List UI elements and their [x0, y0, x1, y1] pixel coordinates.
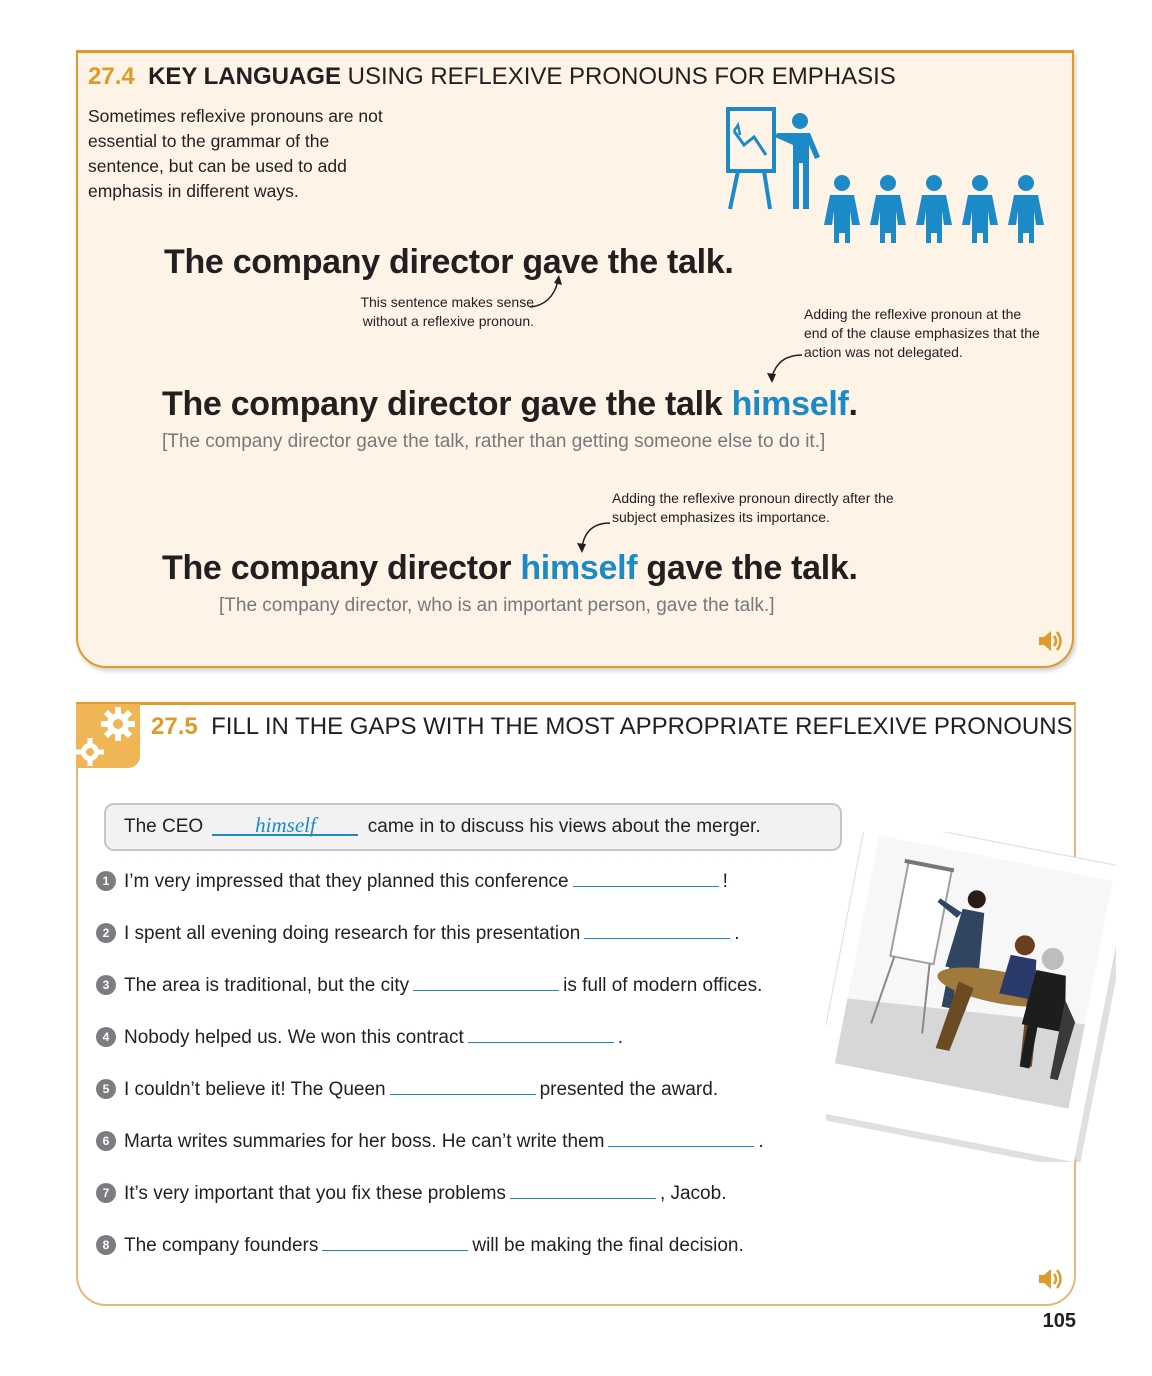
highlighted-pronoun: himself — [731, 385, 849, 423]
presentation-audience-icon — [726, 107, 1044, 243]
question-number: 6 — [96, 1131, 116, 1151]
answer-gap[interactable] — [509, 1184, 656, 1199]
answer-gap[interactable] — [467, 1028, 614, 1043]
page-number: 105 — [1042, 1310, 1076, 1332]
question-text: I spent all evening doing research for t… — [124, 923, 581, 944]
speaker-icon[interactable] — [1036, 1265, 1066, 1293]
question-item: 2 I spent all evening doing research for … — [96, 923, 740, 945]
section-heading: 27.4 KEY LANGUAGE USING REFLEXIVE PRONOU… — [88, 63, 896, 91]
section-number: 27.4 — [88, 63, 135, 90]
question-number: 5 — [96, 1079, 116, 1099]
question-number: 3 — [96, 975, 116, 995]
section-number: 27.5 — [151, 713, 198, 740]
question-item: 6 Marta writes summaries for her boss. He… — [96, 1131, 764, 1153]
meeting-photo — [826, 832, 1116, 1162]
question-text: is full of modern offices. — [563, 975, 763, 996]
question-item: 5 I couldn’t believe it! The Queen present… — [96, 1079, 718, 1101]
arrow-icon — [577, 522, 611, 553]
annotation-3: Adding the reflexive pronoun directly af… — [612, 490, 894, 525]
section-heading: 27.5 FILL IN THE GAPS WITH THE MOST APPR… — [151, 713, 1073, 741]
question-text: It’s very important that you fix these p… — [124, 1183, 506, 1204]
question-number: 4 — [96, 1027, 116, 1047]
question-item: 4 Nobody helped us. We won this contract. — [96, 1027, 623, 1049]
question-number: 1 — [96, 871, 116, 891]
sentence-text: gave the talk. — [637, 549, 858, 587]
annotation-2: Adding the reflexive pronoun at the end … — [804, 306, 1040, 360]
question-item: 7 It’s very important that you fix these … — [96, 1183, 726, 1205]
question-text: I’m very impressed that they planned thi… — [124, 871, 569, 892]
answer-gap[interactable] — [322, 1236, 469, 1251]
answer-gap[interactable] — [584, 924, 731, 939]
question-number: 7 — [96, 1183, 116, 1203]
intro-text: Sometimes reflexive pronouns are not ess… — [88, 106, 383, 201]
arrow-icon — [767, 354, 803, 383]
question-text: . — [617, 1027, 624, 1048]
gear-icon — [76, 704, 140, 768]
arrow-icon — [529, 275, 562, 308]
answer-gap[interactable] — [413, 976, 560, 991]
annotation-1: This sentence makes sense without a refl… — [360, 294, 534, 329]
example-answer: himself — [212, 815, 359, 836]
answer-gap[interactable] — [608, 1132, 755, 1147]
highlighted-pronoun: himself — [520, 549, 638, 587]
question-item: 3 The area is traditional, but the city is… — [96, 975, 762, 997]
explanation-3: [The company director, who is an importa… — [219, 595, 775, 616]
sentence-text: . — [848, 385, 858, 423]
question-text: The area is traditional, but the city — [124, 975, 410, 996]
question-text: presented the award. — [539, 1079, 719, 1100]
question-text: The company founders — [124, 1235, 319, 1256]
example-sentence-3: The company director himself gave the ta… — [162, 549, 858, 588]
question-item: 1 I’m very impressed that they planned th… — [96, 871, 728, 893]
question-number: 8 — [96, 1235, 116, 1255]
question-text: . — [734, 923, 740, 944]
example-sentence-2: The company director gave the talk himse… — [162, 385, 858, 424]
example-text: The CEO — [124, 816, 204, 837]
heading-bold: KEY LANGUAGE — [148, 63, 341, 90]
question-text: will be making the final decision. — [472, 1235, 744, 1256]
question-text: I couldn’t believe it! The Queen — [124, 1079, 386, 1100]
example-text: came in to discuss his views about the m… — [367, 816, 761, 837]
explanation-2: [The company director gave the talk, rat… — [162, 431, 826, 452]
key-language-panel: 27.4 KEY LANGUAGE USING REFLEXIVE PRONOU… — [76, 50, 1074, 668]
example-sentence-1: The company director gave the talk. — [164, 243, 734, 281]
question-item: 8 The company founders will be making the … — [96, 1235, 744, 1257]
question-text: ! — [722, 871, 728, 892]
sentence-text: The company director gave the talk — [162, 385, 732, 423]
question-text: . — [758, 1131, 764, 1152]
question-number: 2 — [96, 923, 116, 943]
answer-gap[interactable] — [572, 872, 719, 887]
worked-example: The CEO himself came in to discuss his v… — [104, 803, 842, 851]
sentence-text: The company director — [162, 549, 521, 587]
heading-text: FILL IN THE GAPS WITH THE MOST APPROPRIA… — [211, 713, 1073, 740]
question-text: Marta writes summaries for her boss. He … — [124, 1131, 605, 1152]
answer-gap[interactable] — [389, 1080, 536, 1095]
question-text: , Jacob. — [659, 1183, 727, 1204]
question-text: Nobody helped us. We won this contract — [124, 1027, 464, 1048]
speaker-icon[interactable] — [1036, 627, 1066, 655]
heading-text: USING REFLEXIVE PRONOUNS FOR EMPHASIS — [347, 63, 896, 90]
